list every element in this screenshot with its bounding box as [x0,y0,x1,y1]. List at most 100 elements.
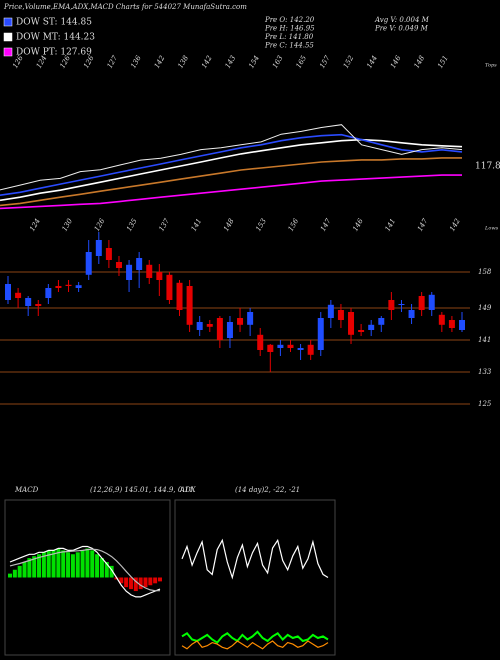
legend-label: DOW ST: 144.85 [16,18,92,28]
candle-body [206,324,213,327]
candle-body [418,296,425,310]
candle-body [146,264,153,278]
candle-body [166,274,173,300]
histogram-bar [75,552,80,578]
info-text: Pre O: 142.20 [264,16,315,24]
candle-body [448,320,455,328]
y-tick-label: 158 [478,268,492,276]
histogram-bar [158,577,162,582]
top-label: 146 [389,54,403,70]
histogram-bar [109,565,114,578]
histogram-bar [70,554,75,578]
histogram-bar [119,577,124,584]
histogram-bar [138,577,143,590]
histogram-bar [37,554,42,578]
ema-line [0,157,462,207]
candle-body [257,334,264,350]
candle-body [368,324,375,330]
bottom-label: 130 [60,217,74,233]
top-label: 138 [176,54,190,70]
adx-line [181,640,329,650]
candle-body [55,286,62,288]
macd-line [9,545,161,598]
histogram-bar [124,577,129,588]
candle-body [156,272,163,280]
candle-body [136,258,143,270]
candle-body [408,310,415,318]
histogram-bar [27,558,32,578]
top-label: 151 [436,54,450,70]
panel [174,499,336,656]
top-label: 157 [318,54,332,70]
annotation: 117.80 [475,162,500,172]
adx-line [181,538,329,580]
histogram-bar [41,552,46,578]
candle-body [25,298,32,306]
panel-params: (14 day)2, -22, -21 [235,486,300,494]
candle-body [85,252,92,275]
candle-body [126,264,133,280]
histogram-bar [12,569,17,578]
legend-label: DOW PT: 127.69 [16,48,92,58]
candle-body [237,318,244,325]
candle-body [337,310,344,320]
bottom-label: 137 [157,217,171,233]
lows-label: Lows [484,226,499,232]
histogram-bar [51,550,56,578]
legend-swatch [3,17,13,27]
ema-line [0,124,463,191]
bottom-label: 126 [93,217,107,233]
histogram-bar [153,577,158,584]
candle-body [287,344,294,348]
candle-body [5,284,11,300]
candle-body [35,304,42,306]
info-text: Pre C: 144.55 [264,42,314,50]
tops-label: Tops [485,63,497,69]
y-tick-label: 125 [478,400,492,408]
candle-body [388,300,395,310]
panel-label: ADX [179,486,197,494]
info-text: Pre L: 141.80 [264,33,314,41]
candle-body [247,312,254,325]
candle-body [95,240,102,256]
ema-line [0,133,463,196]
candle-body [428,294,435,310]
top-label: 127 [106,54,120,70]
candle-body [398,304,405,305]
y-tick-label: 133 [478,368,492,376]
candle-body [15,292,22,298]
candle-body [267,344,274,352]
top-label: 165 [295,54,309,70]
histogram-bar [128,577,133,590]
legend-label: DOW MT: 144.23 [16,33,95,43]
top-label: 143 [224,54,238,70]
candle-body [45,288,52,298]
bottom-label: 141 [190,217,204,233]
top-label: 144 [365,54,379,70]
candle-body [216,318,223,340]
top-label: 163 [271,54,285,70]
top-label: 136 [129,54,143,70]
histogram-bar [46,550,51,578]
candle-body [438,314,445,325]
ema-line [0,138,463,202]
histogram-bar [90,550,95,578]
bottom-label: 135 [125,217,139,233]
histogram-bar [133,577,138,592]
bottom-label: 142 [448,217,462,233]
candle-body [307,344,314,355]
candle-body [358,330,365,332]
candle-body [317,318,324,350]
top-label: 142 [200,54,214,70]
bottom-label: 141 [384,217,398,233]
legend-swatch [3,32,13,42]
adx-line [181,630,329,644]
candle-body [65,284,72,286]
bottom-label: 147 [319,217,333,233]
bottom-label: 124 [28,217,42,233]
histogram-bar [66,552,71,578]
top-label: 152 [342,54,356,70]
histogram-bar [8,573,12,578]
